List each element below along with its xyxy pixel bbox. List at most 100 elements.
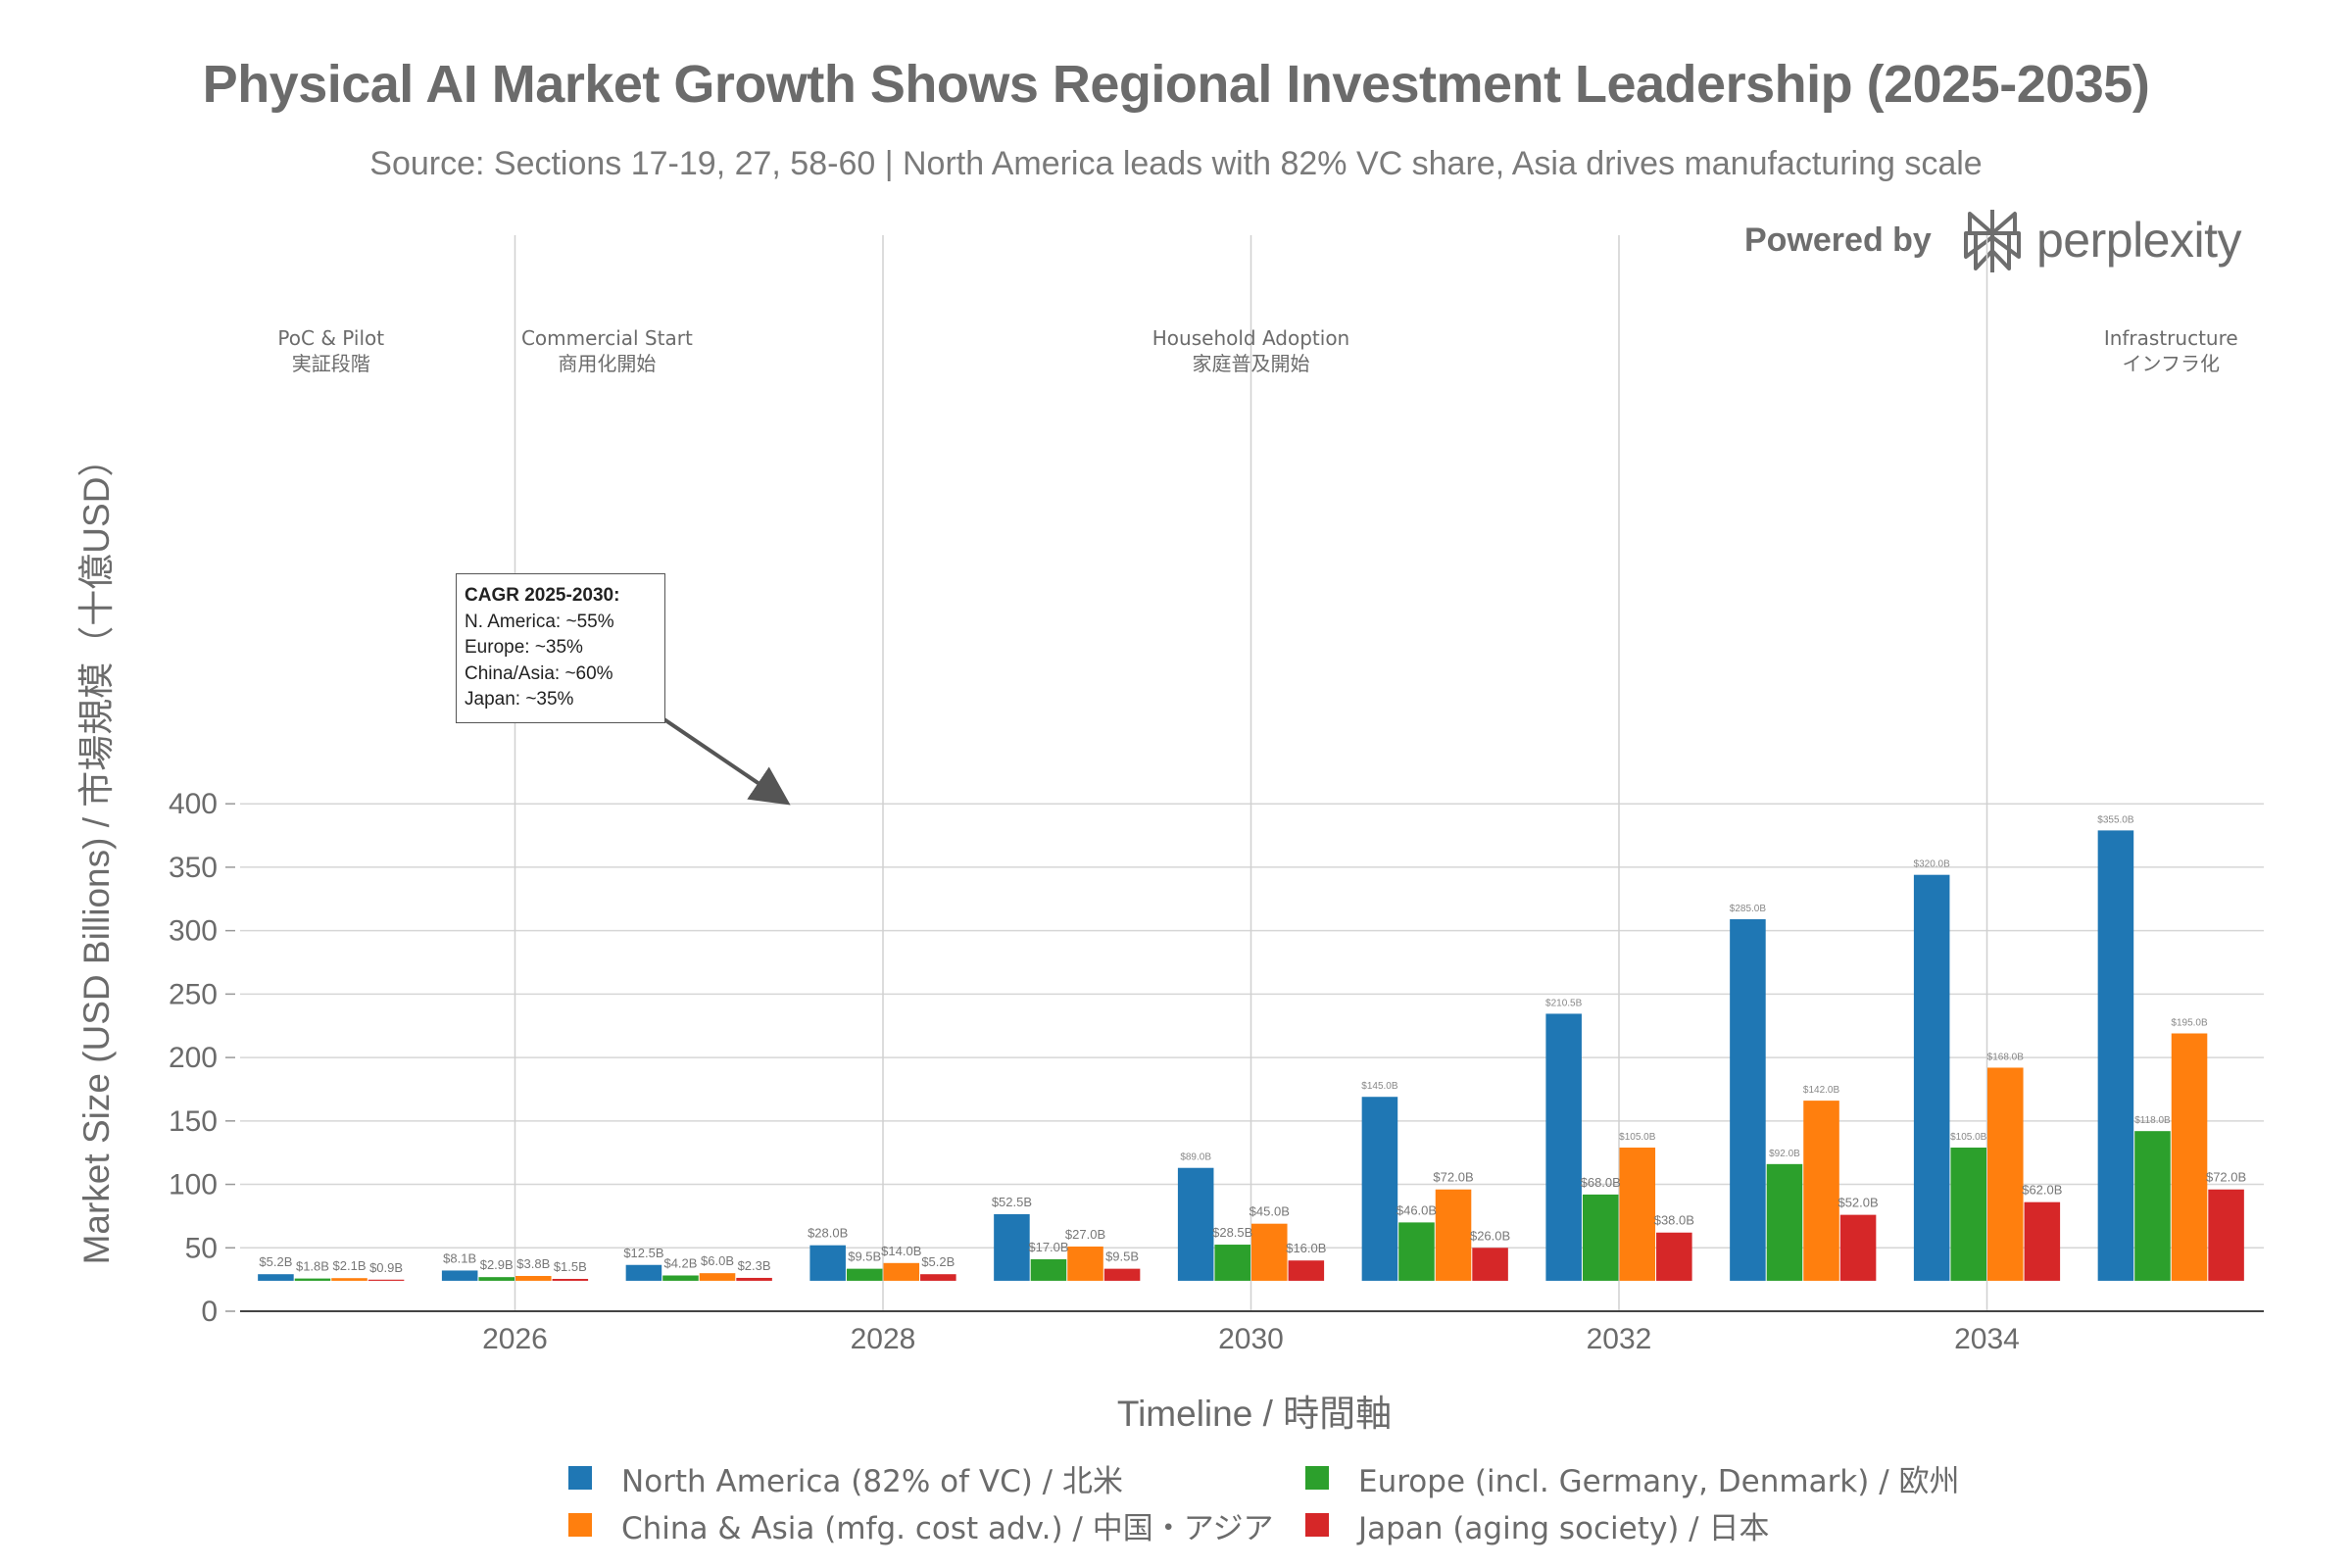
bar-value-label: $9.5B (1105, 1250, 1139, 1264)
bar-value-label: $28.5B (1212, 1225, 1252, 1240)
bar-value-label: $168.0B (1987, 1052, 2025, 1062)
y-tick-label: 50 (185, 1232, 218, 1264)
bar (478, 1277, 514, 1281)
x-tick-label: 2028 (851, 1323, 916, 1355)
bar-value-label: $17.0B (1028, 1240, 1068, 1254)
cagr-annotation-box: CAGR 2025-2030: N. America: ~55% Europe:… (456, 573, 665, 723)
bar-value-label: $46.0B (1396, 1202, 1437, 1217)
annotation-line: N. America: ~55% (465, 611, 614, 632)
bar-value-label: $118.0B (2134, 1115, 2171, 1126)
axes: 0 50 100 150 200 250 300 350 400 2026 2028 2030 2032… (169, 788, 2264, 1355)
bar-value-label: $28.0B (808, 1226, 848, 1241)
bar (552, 1278, 589, 1281)
bar-value-label: $72.0B (1433, 1170, 1473, 1185)
bar (1545, 1013, 1582, 1281)
bar (1839, 1214, 1877, 1281)
bar (2171, 1033, 2208, 1281)
legend-label: North America (82% of VC) / 北米 (621, 1463, 1123, 1499)
x-axis-label: Timeline / 時間軸 (1116, 1394, 1393, 1434)
bar (2024, 1201, 2061, 1281)
perplexity-wordmark: perplexity (2036, 213, 2242, 268)
bar (625, 1264, 662, 1281)
bar-value-label: $105.0B (1619, 1132, 1656, 1143)
bar-value-label: $5.2B (921, 1254, 955, 1269)
bar-value-label: $62.0B (2022, 1183, 2062, 1198)
bar (1472, 1248, 1508, 1281)
y-tick-label: 0 (201, 1296, 218, 1328)
bar-value-label: $45.0B (1250, 1204, 1290, 1219)
bar-value-label: $12.5B (623, 1246, 663, 1260)
bar (368, 1279, 405, 1281)
y-tick-label: 350 (169, 852, 218, 884)
bar (1987, 1067, 2024, 1281)
bar (1103, 1268, 1141, 1281)
bar-value-label: $2.9B (480, 1257, 514, 1272)
legend-item-japan[interactable]: Japan (aging society) / 日本 (1305, 1505, 1769, 1546)
bar-value-label: $142.0B (1803, 1085, 1840, 1096)
legend-swatch (1305, 1513, 1329, 1537)
phase-label: Commercial Start (521, 326, 693, 350)
legend: North America (82% of VC) / 北米 Europe (i… (568, 1458, 2038, 1556)
bar (1030, 1258, 1067, 1281)
phase-label: インフラ化 (2123, 352, 2220, 375)
bar-value-label: $38.0B (1654, 1213, 1694, 1228)
value-labels: $5.2B $1.8B $2.1B $0.9B $8.1B $2.9B $3.8B $1.5B… (259, 814, 2246, 1274)
bar-value-label: $14.0B (881, 1244, 921, 1258)
legend-label: China & Asia (mfg. cost adv.) / 中国・アジア (621, 1510, 1274, 1546)
chart-title: Physical AI Market Growth Shows Regional… (202, 55, 2150, 114)
bar (1214, 1245, 1250, 1281)
bar (1067, 1246, 1103, 1281)
bar-value-label: $5.2B (259, 1254, 292, 1269)
bar-value-label: $2.1B (333, 1258, 367, 1273)
bar (1177, 1167, 1214, 1281)
bar (662, 1275, 699, 1281)
bar (1950, 1148, 1986, 1281)
bar-value-label: $16.0B (1286, 1241, 1326, 1255)
bar (1398, 1222, 1435, 1281)
bar (1288, 1260, 1325, 1281)
bar-value-label: $92.0B (1769, 1149, 1800, 1159)
bar (1361, 1097, 1398, 1281)
y-tick-label: 250 (169, 978, 218, 1010)
y-tick-label: 100 (169, 1169, 218, 1201)
legend-item-china-asia[interactable]: China & Asia (mfg. cost adv.) / 中国・アジア (568, 1505, 1274, 1546)
phase-label: Household Adoption (1152, 326, 1349, 350)
bar-value-label: $355.0B (2097, 814, 2134, 825)
powered-by-branding: Powered by perplexity (1744, 208, 2254, 276)
legend-item-north-america[interactable]: North America (82% of VC) / 北米 (568, 1458, 1123, 1499)
legend-swatch (1305, 1466, 1329, 1490)
bars (258, 830, 2244, 1281)
legend-item-europe[interactable]: Europe (incl. Germany, Denmark) / 欧州 (1305, 1458, 1960, 1499)
bar (331, 1278, 368, 1281)
bar-value-label: $6.0B (701, 1253, 734, 1268)
bar (1766, 1163, 1803, 1281)
bar-value-label: $4.2B (663, 1255, 697, 1270)
x-tick-label: 2026 (482, 1323, 548, 1355)
legend-swatch (568, 1513, 592, 1537)
annotation-line: China/Asia: ~60% (465, 662, 613, 684)
x-tick-label: 2034 (1954, 1323, 2020, 1355)
bar-value-label: $26.0B (1470, 1228, 1510, 1243)
bar (258, 1274, 294, 1281)
bar (1619, 1148, 1656, 1281)
bar (515, 1276, 552, 1281)
phase-label: 家庭普及開始 (1193, 352, 1310, 375)
bar-value-label: $9.5B (848, 1250, 881, 1264)
bar (2097, 830, 2134, 1281)
bar-value-label: $105.0B (1950, 1132, 1987, 1143)
bar (994, 1213, 1030, 1281)
y-tick-label: 400 (169, 788, 218, 820)
annotation-line: Japan: ~35% (465, 689, 574, 710)
phase-label: 実証段階 (292, 352, 370, 375)
bar-value-label: $210.5B (1545, 998, 1583, 1008)
bar-value-label: $89.0B (1180, 1152, 1211, 1163)
bar (1913, 874, 1950, 1281)
bar (736, 1277, 772, 1281)
phase-label: Infrastructure (2104, 326, 2238, 350)
bar-value-label: $195.0B (2171, 1018, 2208, 1029)
bar (294, 1278, 331, 1281)
bar (1656, 1232, 1692, 1281)
bar (809, 1245, 846, 1281)
